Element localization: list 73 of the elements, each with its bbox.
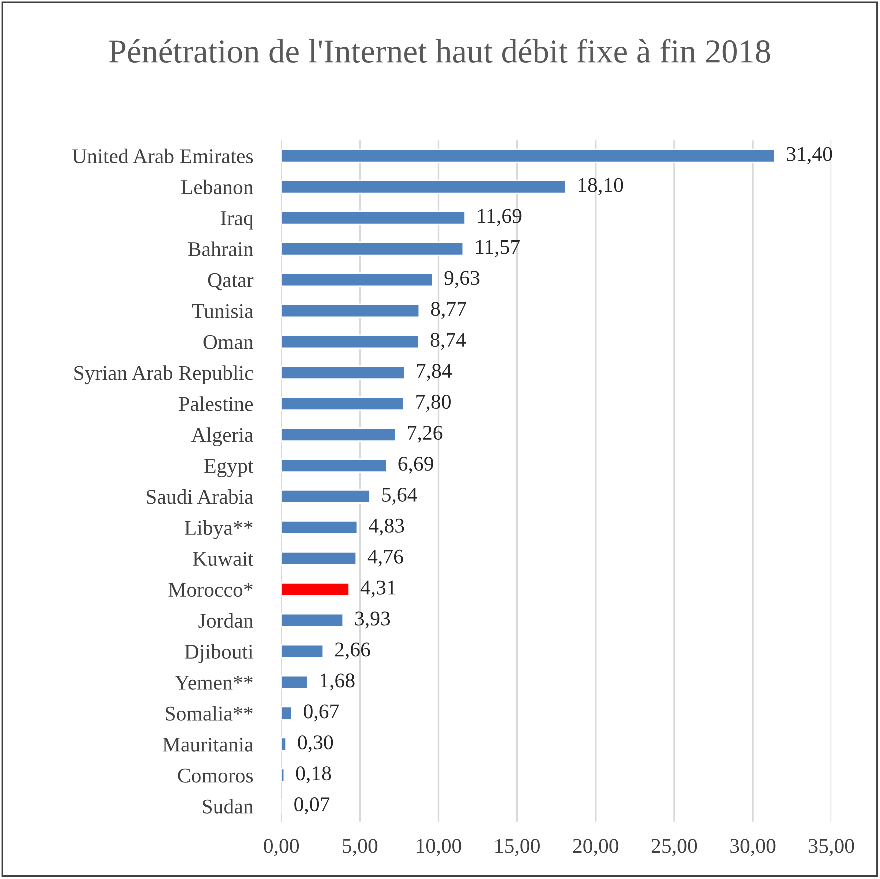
data-label: 11,69 xyxy=(478,209,522,226)
y-tick-label: Egypt xyxy=(204,459,254,478)
data-label: 7,26 xyxy=(408,426,443,444)
bar xyxy=(282,210,466,226)
bar xyxy=(282,737,288,752)
data-label: 4,31 xyxy=(360,580,396,598)
bar xyxy=(282,613,344,628)
data-label: 5,64 xyxy=(382,488,418,505)
y-tick-label: United Arab Emirates xyxy=(72,148,254,164)
x-tick-label: 0,00 xyxy=(264,839,300,856)
data-label: 0,30 xyxy=(298,736,334,753)
y-tick-label: Iraq xyxy=(221,212,254,230)
x-tick-label: 15,00 xyxy=(496,839,540,856)
y-tick-label: Lebanon xyxy=(182,180,254,195)
bar xyxy=(282,396,405,412)
bar xyxy=(282,490,371,504)
data-label: 8,77 xyxy=(431,302,466,320)
y-tick-label: Sudan xyxy=(203,799,254,814)
bar xyxy=(282,644,324,659)
data-label: 3,93 xyxy=(355,612,390,629)
data-label: 8,74 xyxy=(430,333,466,350)
bar xyxy=(282,706,293,721)
x-tick-label: 20,00 xyxy=(573,839,619,856)
data-label: 7,84 xyxy=(417,364,452,382)
data-label: 18,10 xyxy=(578,178,624,196)
y-tick-label: Algeria xyxy=(192,428,254,447)
bar xyxy=(282,148,776,164)
x-tick-label: 30,00 xyxy=(730,839,776,856)
data-label: 0,18 xyxy=(296,766,332,784)
y-tick-label: Comoros xyxy=(178,768,254,783)
bar xyxy=(282,180,567,194)
y-tick-label: Syrian Arab Republic xyxy=(74,366,254,385)
data-label: 6,69 xyxy=(398,456,434,474)
data-label: 4,83 xyxy=(369,518,404,536)
data-label: 0,07 xyxy=(294,798,330,815)
bar xyxy=(282,272,434,288)
bar xyxy=(282,366,406,380)
y-tick-label: Yemen** xyxy=(175,676,253,690)
data-label: 7,80 xyxy=(416,394,451,412)
x-tick-label: 35,00 xyxy=(809,839,854,856)
data-label: 2,66 xyxy=(335,642,370,660)
x-tick-label: 10,00 xyxy=(417,839,462,856)
data-label: 11,57 xyxy=(476,240,520,258)
bar xyxy=(282,242,464,256)
y-tick-label: Morocco* xyxy=(168,583,253,598)
x-tick-label: 25,00 xyxy=(652,839,698,856)
data-label: 9,63 xyxy=(444,271,480,288)
y-tick-label: Kuwait xyxy=(193,552,254,566)
y-tick-label: Bahrain xyxy=(188,242,254,256)
y-tick-label: Somalia** xyxy=(166,706,253,721)
bar xyxy=(282,520,358,535)
y-tick-label: Saudi Arabia xyxy=(147,490,254,504)
bar xyxy=(282,551,358,566)
bar xyxy=(282,428,396,442)
y-tick-label: Qatar xyxy=(208,273,254,291)
data-label: 1,68 xyxy=(320,674,355,691)
y-tick-label: Jordan xyxy=(198,613,254,628)
bar xyxy=(282,458,388,473)
x-tick-label: 5,00 xyxy=(343,839,378,856)
y-tick-label: Palestine xyxy=(179,396,254,412)
y-tick-label: Mauritania xyxy=(163,738,254,752)
data-label: 31,40 xyxy=(787,147,832,164)
bar xyxy=(282,304,420,318)
bar xyxy=(282,675,309,690)
bar xyxy=(282,334,420,350)
y-tick-label: Tunisia xyxy=(192,304,254,318)
bar xyxy=(282,582,350,597)
y-tick-label: Oman xyxy=(204,335,254,350)
data-label: 0,67 xyxy=(304,704,340,722)
chart-title: Pénétration de l'Internet haut débit fixe à fin 2018 xyxy=(109,39,770,64)
data-label: 4,76 xyxy=(368,550,404,567)
y-tick-label: Libya** xyxy=(184,520,253,540)
y-tick-label: Djibouti xyxy=(184,644,254,664)
